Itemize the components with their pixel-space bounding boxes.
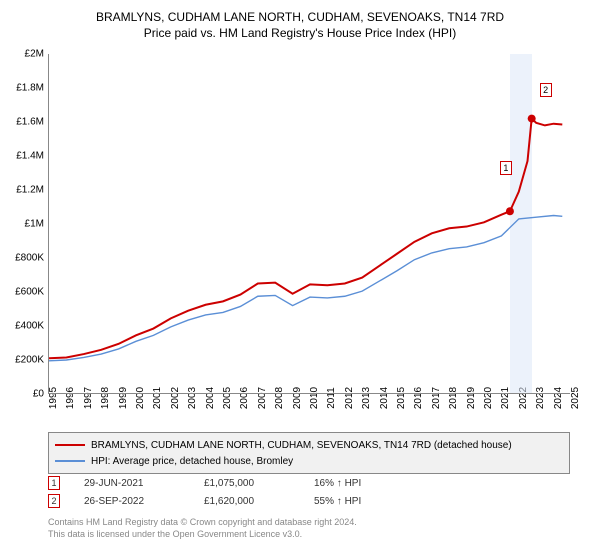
footnote-line-1: Contains HM Land Registry data © Crown c…: [48, 517, 570, 529]
y-tick-label: £200K: [0, 355, 44, 366]
series-line: [49, 216, 562, 361]
y-tick-label: £1.8M: [0, 83, 44, 94]
sale-price: £1,620,000: [204, 496, 314, 507]
title-line-1: BRAMLYNS, CUDHAM LANE NORTH, CUDHAM, SEV…: [10, 10, 590, 24]
y-tick-label: £0: [0, 389, 44, 400]
footnote: Contains HM Land Registry data © Crown c…: [48, 517, 570, 540]
legend-item: HPI: Average price, detached house, Brom…: [55, 453, 563, 469]
legend-label: HPI: Average price, detached house, Brom…: [91, 456, 293, 467]
title-block: BRAMLYNS, CUDHAM LANE NORTH, CUDHAM, SEV…: [0, 0, 600, 46]
y-tick-label: £400K: [0, 321, 44, 332]
sales-row: 1 29-JUN-2021 £1,075,000 16% ↑ HPI: [48, 474, 570, 492]
legend-item: BRAMLYNS, CUDHAM LANE NORTH, CUDHAM, SEV…: [55, 437, 563, 453]
y-tick-label: £1.4M: [0, 151, 44, 162]
sale-date: 29-JUN-2021: [84, 478, 204, 489]
y-tick-label: £1.2M: [0, 185, 44, 196]
plot-area: 12: [48, 54, 570, 394]
sale-marker-label: 2: [540, 83, 552, 97]
x-tick-label: 2025: [570, 387, 581, 409]
sale-badge: 2: [48, 494, 60, 508]
y-tick-label: £800K: [0, 253, 44, 264]
y-tick-label: £2M: [0, 49, 44, 60]
sale-pct: 55% ↑ HPI: [314, 496, 424, 507]
sale-dot: [528, 115, 536, 123]
legend-swatch: [55, 444, 85, 446]
sale-marker-label: 1: [500, 161, 512, 175]
legend-label: BRAMLYNS, CUDHAM LANE NORTH, CUDHAM, SEV…: [91, 440, 512, 451]
line-plot-svg: [49, 54, 570, 393]
title-line-2: Price paid vs. HM Land Registry's House …: [10, 26, 590, 40]
footnote-line-2: This data is licensed under the Open Gov…: [48, 529, 570, 541]
chart-container: BRAMLYNS, CUDHAM LANE NORTH, CUDHAM, SEV…: [0, 0, 600, 560]
sale-pct: 16% ↑ HPI: [314, 478, 424, 489]
sales-row: 2 26-SEP-2022 £1,620,000 55% ↑ HPI: [48, 492, 570, 510]
sales-table: 1 29-JUN-2021 £1,075,000 16% ↑ HPI 2 26-…: [48, 474, 570, 510]
sale-price: £1,075,000: [204, 478, 314, 489]
y-tick-label: £600K: [0, 287, 44, 298]
sale-badge: 1: [48, 476, 60, 490]
y-tick-label: £1.6M: [0, 117, 44, 128]
sale-date: 26-SEP-2022: [84, 496, 204, 507]
y-tick-label: £1M: [0, 219, 44, 230]
legend: BRAMLYNS, CUDHAM LANE NORTH, CUDHAM, SEV…: [48, 432, 570, 474]
legend-swatch: [55, 460, 85, 461]
sale-dot: [506, 207, 514, 215]
series-line: [49, 119, 562, 359]
